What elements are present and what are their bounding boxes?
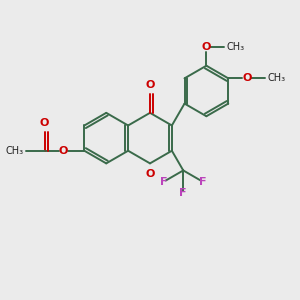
Text: O: O	[145, 80, 155, 90]
Text: O: O	[242, 73, 252, 83]
Text: F: F	[179, 188, 187, 198]
Text: CH₃: CH₃	[226, 42, 244, 52]
Text: O: O	[145, 169, 155, 179]
Text: F: F	[199, 177, 207, 187]
Text: CH₃: CH₃	[267, 73, 285, 83]
Text: F: F	[160, 177, 167, 187]
Text: O: O	[58, 146, 68, 156]
Text: CH₃: CH₃	[6, 146, 24, 156]
Text: O: O	[202, 42, 211, 52]
Text: O: O	[39, 118, 48, 128]
